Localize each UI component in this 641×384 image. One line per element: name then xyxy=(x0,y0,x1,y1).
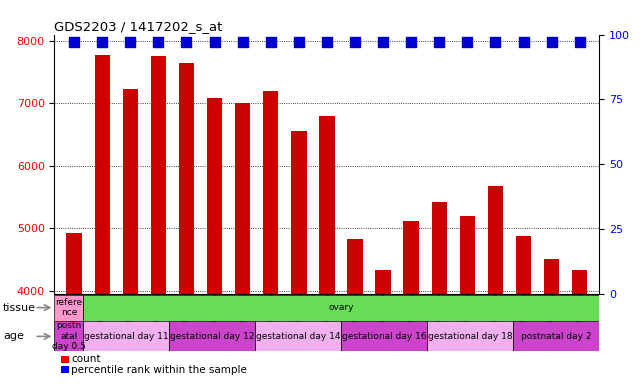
Bar xyxy=(122,89,138,384)
Point xyxy=(490,39,501,45)
Point xyxy=(378,39,388,45)
Point xyxy=(265,39,276,45)
Point xyxy=(125,39,135,45)
Text: gestational day 12: gestational day 12 xyxy=(170,332,254,341)
Bar xyxy=(488,186,503,384)
Point xyxy=(406,39,416,45)
Point xyxy=(153,39,163,45)
Text: gestational day 16: gestational day 16 xyxy=(342,332,426,341)
Bar xyxy=(513,321,599,351)
Bar xyxy=(83,321,169,351)
Text: gestational day 18: gestational day 18 xyxy=(428,332,513,341)
Text: GDS2203 / 1417202_s_at: GDS2203 / 1417202_s_at xyxy=(54,20,223,33)
Bar xyxy=(319,116,335,384)
Bar xyxy=(347,239,363,384)
Bar xyxy=(207,98,222,384)
Bar xyxy=(263,91,278,384)
Bar xyxy=(341,321,428,351)
Text: postn
atal
day 0.5: postn atal day 0.5 xyxy=(52,321,86,351)
Bar xyxy=(291,131,306,384)
Bar xyxy=(151,56,166,384)
Point xyxy=(210,39,220,45)
Bar xyxy=(169,321,255,351)
Bar xyxy=(255,321,341,351)
Point xyxy=(181,39,192,45)
Bar xyxy=(544,259,560,384)
Text: ovary: ovary xyxy=(328,303,354,312)
Point xyxy=(97,39,107,45)
Text: gestational day 11: gestational day 11 xyxy=(84,332,169,341)
Text: percentile rank within the sample: percentile rank within the sample xyxy=(71,365,247,375)
Point xyxy=(519,39,529,45)
Point xyxy=(322,39,332,45)
Point xyxy=(462,39,472,45)
Text: tissue: tissue xyxy=(3,303,36,313)
Bar xyxy=(94,55,110,384)
Point xyxy=(294,39,304,45)
Point xyxy=(574,39,585,45)
Bar xyxy=(572,270,587,384)
Bar xyxy=(403,221,419,384)
Bar xyxy=(54,295,83,321)
Point xyxy=(69,39,79,45)
Text: count: count xyxy=(71,354,101,364)
Bar xyxy=(428,321,513,351)
Bar xyxy=(376,270,391,384)
Bar xyxy=(67,233,82,384)
Point xyxy=(547,39,557,45)
Point xyxy=(350,39,360,45)
Bar xyxy=(516,236,531,384)
Point xyxy=(434,39,444,45)
Point xyxy=(238,39,248,45)
Bar xyxy=(460,216,475,384)
Text: gestational day 14: gestational day 14 xyxy=(256,332,340,341)
Text: postnatal day 2: postnatal day 2 xyxy=(521,332,592,341)
Bar xyxy=(179,63,194,384)
Bar xyxy=(235,103,251,384)
Bar xyxy=(54,321,83,351)
Bar xyxy=(431,202,447,384)
Text: age: age xyxy=(3,331,24,341)
Text: refere
nce: refere nce xyxy=(55,298,83,317)
